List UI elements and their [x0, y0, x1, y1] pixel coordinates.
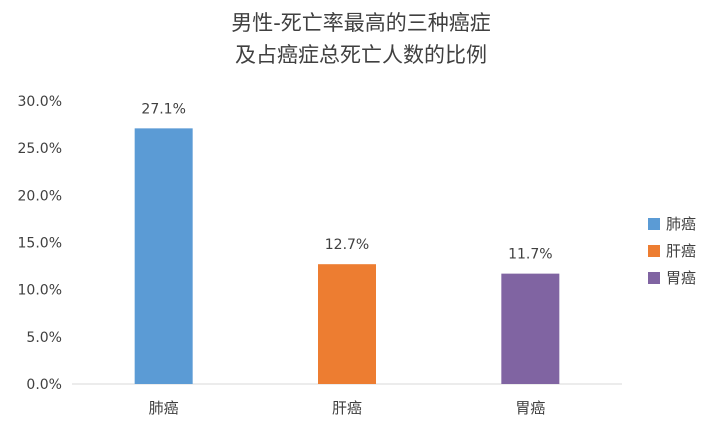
chart-title-line-2: 及占癌症总死亡人数的比例 [235, 43, 487, 67]
legend-item-liver: 肝癌 [648, 237, 696, 264]
y-tick-label: 10.0% [18, 283, 62, 299]
legend-label-liver: 肝癌 [666, 242, 697, 260]
data-label: 27.1% [141, 101, 185, 117]
x-tick-label: 肝癌 [332, 399, 362, 417]
y-tick-label: 5.0% [26, 330, 62, 346]
chart-legend: 肺癌 肝癌 胃癌 [648, 210, 696, 291]
bar-0 [134, 128, 193, 384]
data-label: 11.7% [508, 247, 552, 263]
data-label: 12.7% [325, 237, 369, 253]
legend-swatch-liver [648, 244, 660, 257]
x-tick-label: 肺癌 [149, 399, 179, 417]
y-tick-label: 20.0% [18, 188, 62, 204]
legend-item-stomach: 胃癌 [648, 264, 696, 291]
legend-swatch-stomach [648, 271, 660, 284]
legend-label-lung: 肺癌 [666, 215, 697, 233]
y-tick-label: 30.0% [18, 94, 62, 110]
x-tick-label: 胃癌 [515, 399, 545, 417]
y-tick-label: 15.0% [18, 236, 62, 252]
legend-swatch-lung [648, 217, 660, 230]
legend-label-stomach: 胃癌 [666, 269, 697, 287]
legend-item-lung: 肺癌 [648, 210, 696, 237]
bar-2 [501, 273, 560, 384]
chart-title-line-1: 男性-死亡率最高的三种癌症 [231, 11, 491, 35]
y-tick-label: 25.0% [18, 141, 62, 157]
bar-1 [318, 264, 376, 384]
y-tick-label: 0.0% [26, 377, 62, 393]
